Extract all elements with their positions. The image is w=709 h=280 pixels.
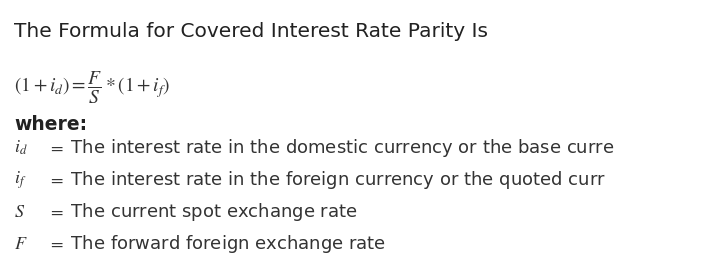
- Text: $=$ The interest rate in the foreign currency or the quoted curr: $=$ The interest rate in the foreign cur…: [42, 169, 606, 191]
- Text: $(1 + i_d) = \dfrac{F}{S} * (1 + i_f)$: $(1 + i_d) = \dfrac{F}{S} * (1 + i_f)$: [14, 70, 170, 106]
- Text: $S$: $S$: [14, 203, 25, 221]
- Text: $=$ The interest rate in the domestic currency or the base curre: $=$ The interest rate in the domestic cu…: [42, 137, 614, 159]
- Text: where:: where:: [14, 115, 87, 134]
- Text: The Formula for Covered Interest Rate Parity Is: The Formula for Covered Interest Rate Pa…: [14, 22, 488, 41]
- Text: $i_f$: $i_f$: [14, 169, 26, 191]
- Text: $F$: $F$: [14, 235, 28, 253]
- Text: $=$ The current spot exchange rate: $=$ The current spot exchange rate: [42, 201, 357, 223]
- Text: $i_d$: $i_d$: [14, 139, 28, 157]
- Text: $=$ The forward foreign exchange rate: $=$ The forward foreign exchange rate: [42, 233, 386, 255]
